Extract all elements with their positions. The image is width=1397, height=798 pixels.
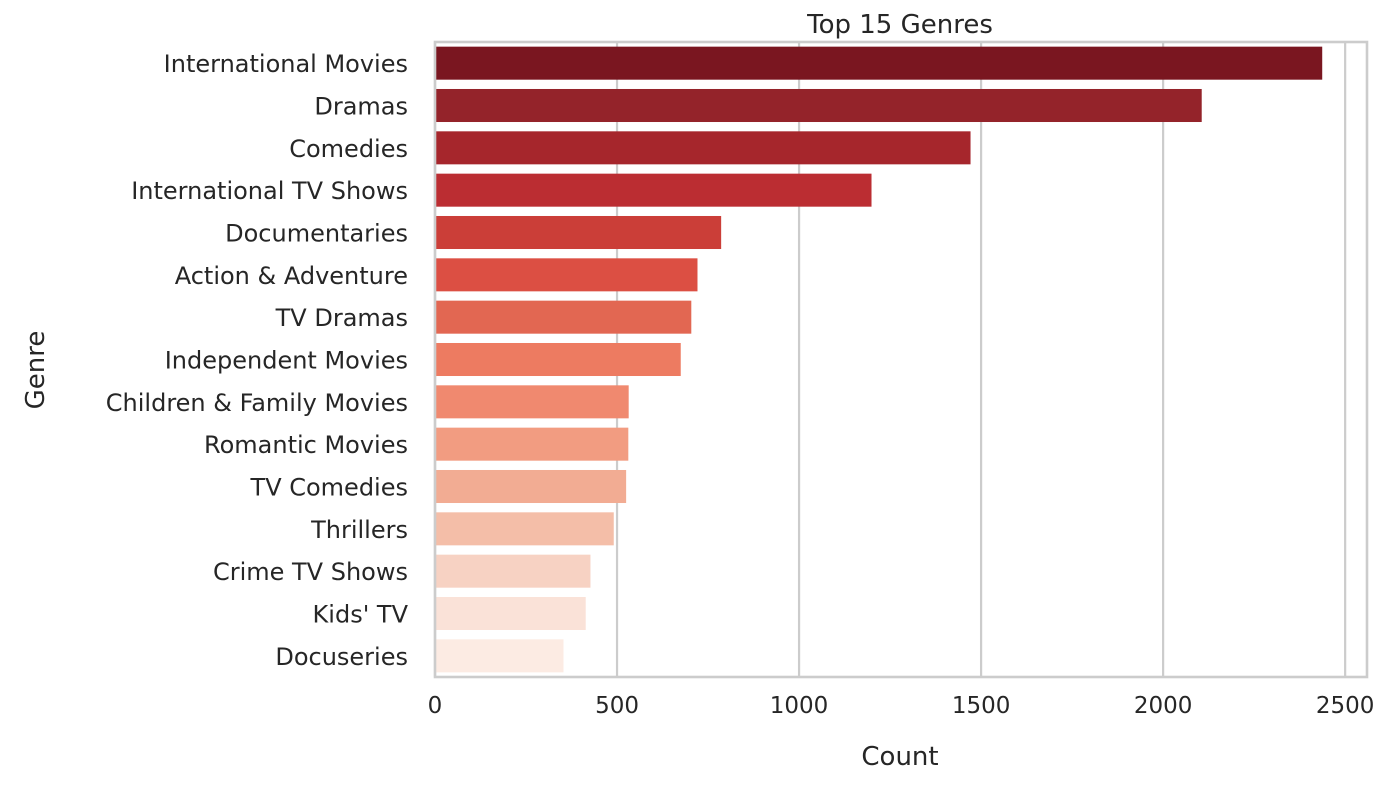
y-axis-title: Genre (21, 331, 51, 410)
y-category-label: Crime TV Shows (213, 558, 408, 586)
bar (435, 131, 971, 165)
y-category-label: International TV Shows (131, 177, 408, 205)
bar (435, 215, 722, 250)
y-category-label: Dramas (314, 93, 408, 121)
x-tick-label: 1500 (952, 693, 1011, 719)
x-tick-label: 2000 (1134, 693, 1193, 719)
x-tick-label: 500 (595, 693, 639, 719)
bar (435, 512, 614, 546)
y-category-label: Documentaries (225, 220, 408, 248)
y-category-label: Thrillers (310, 516, 408, 544)
bar (435, 258, 698, 292)
y-category-label: TV Dramas (275, 304, 408, 332)
bar (435, 469, 627, 504)
bar (435, 342, 681, 377)
chart-title: Top 15 Genres (806, 10, 993, 40)
y-category-labels: International Movies Dramas Comedies Intern… (106, 50, 409, 671)
bar (435, 300, 692, 334)
bar (435, 173, 872, 207)
y-category-label: Comedies (289, 135, 408, 163)
x-tick-label: 2500 (1316, 693, 1375, 719)
y-category-label: TV Comedies (250, 474, 408, 502)
plot-area-frame (433, 40, 1369, 679)
bar (435, 554, 591, 588)
y-category-label: Kids' TV (313, 601, 409, 629)
y-category-label: Action & Adventure (175, 262, 408, 290)
y-category-label: Romantic Movies (204, 431, 408, 459)
bar (435, 46, 1323, 80)
bars (435, 46, 1323, 673)
x-axis-title: Count (861, 742, 938, 772)
y-category-label: International Movies (164, 50, 408, 78)
x-tick-label: 0 (428, 693, 443, 719)
bar (435, 639, 564, 673)
bar (435, 596, 586, 631)
y-category-label: Docuseries (275, 643, 408, 671)
x-tick-labels: 0 500 1000 1500 2000 2500 (428, 693, 1375, 719)
y-category-label: Children & Family Movies (106, 389, 408, 417)
bar (435, 88, 1202, 123)
y-category-label: Independent Movies (165, 347, 408, 375)
bar (435, 427, 629, 461)
bar (435, 385, 629, 419)
x-tick-label: 1000 (770, 693, 829, 719)
